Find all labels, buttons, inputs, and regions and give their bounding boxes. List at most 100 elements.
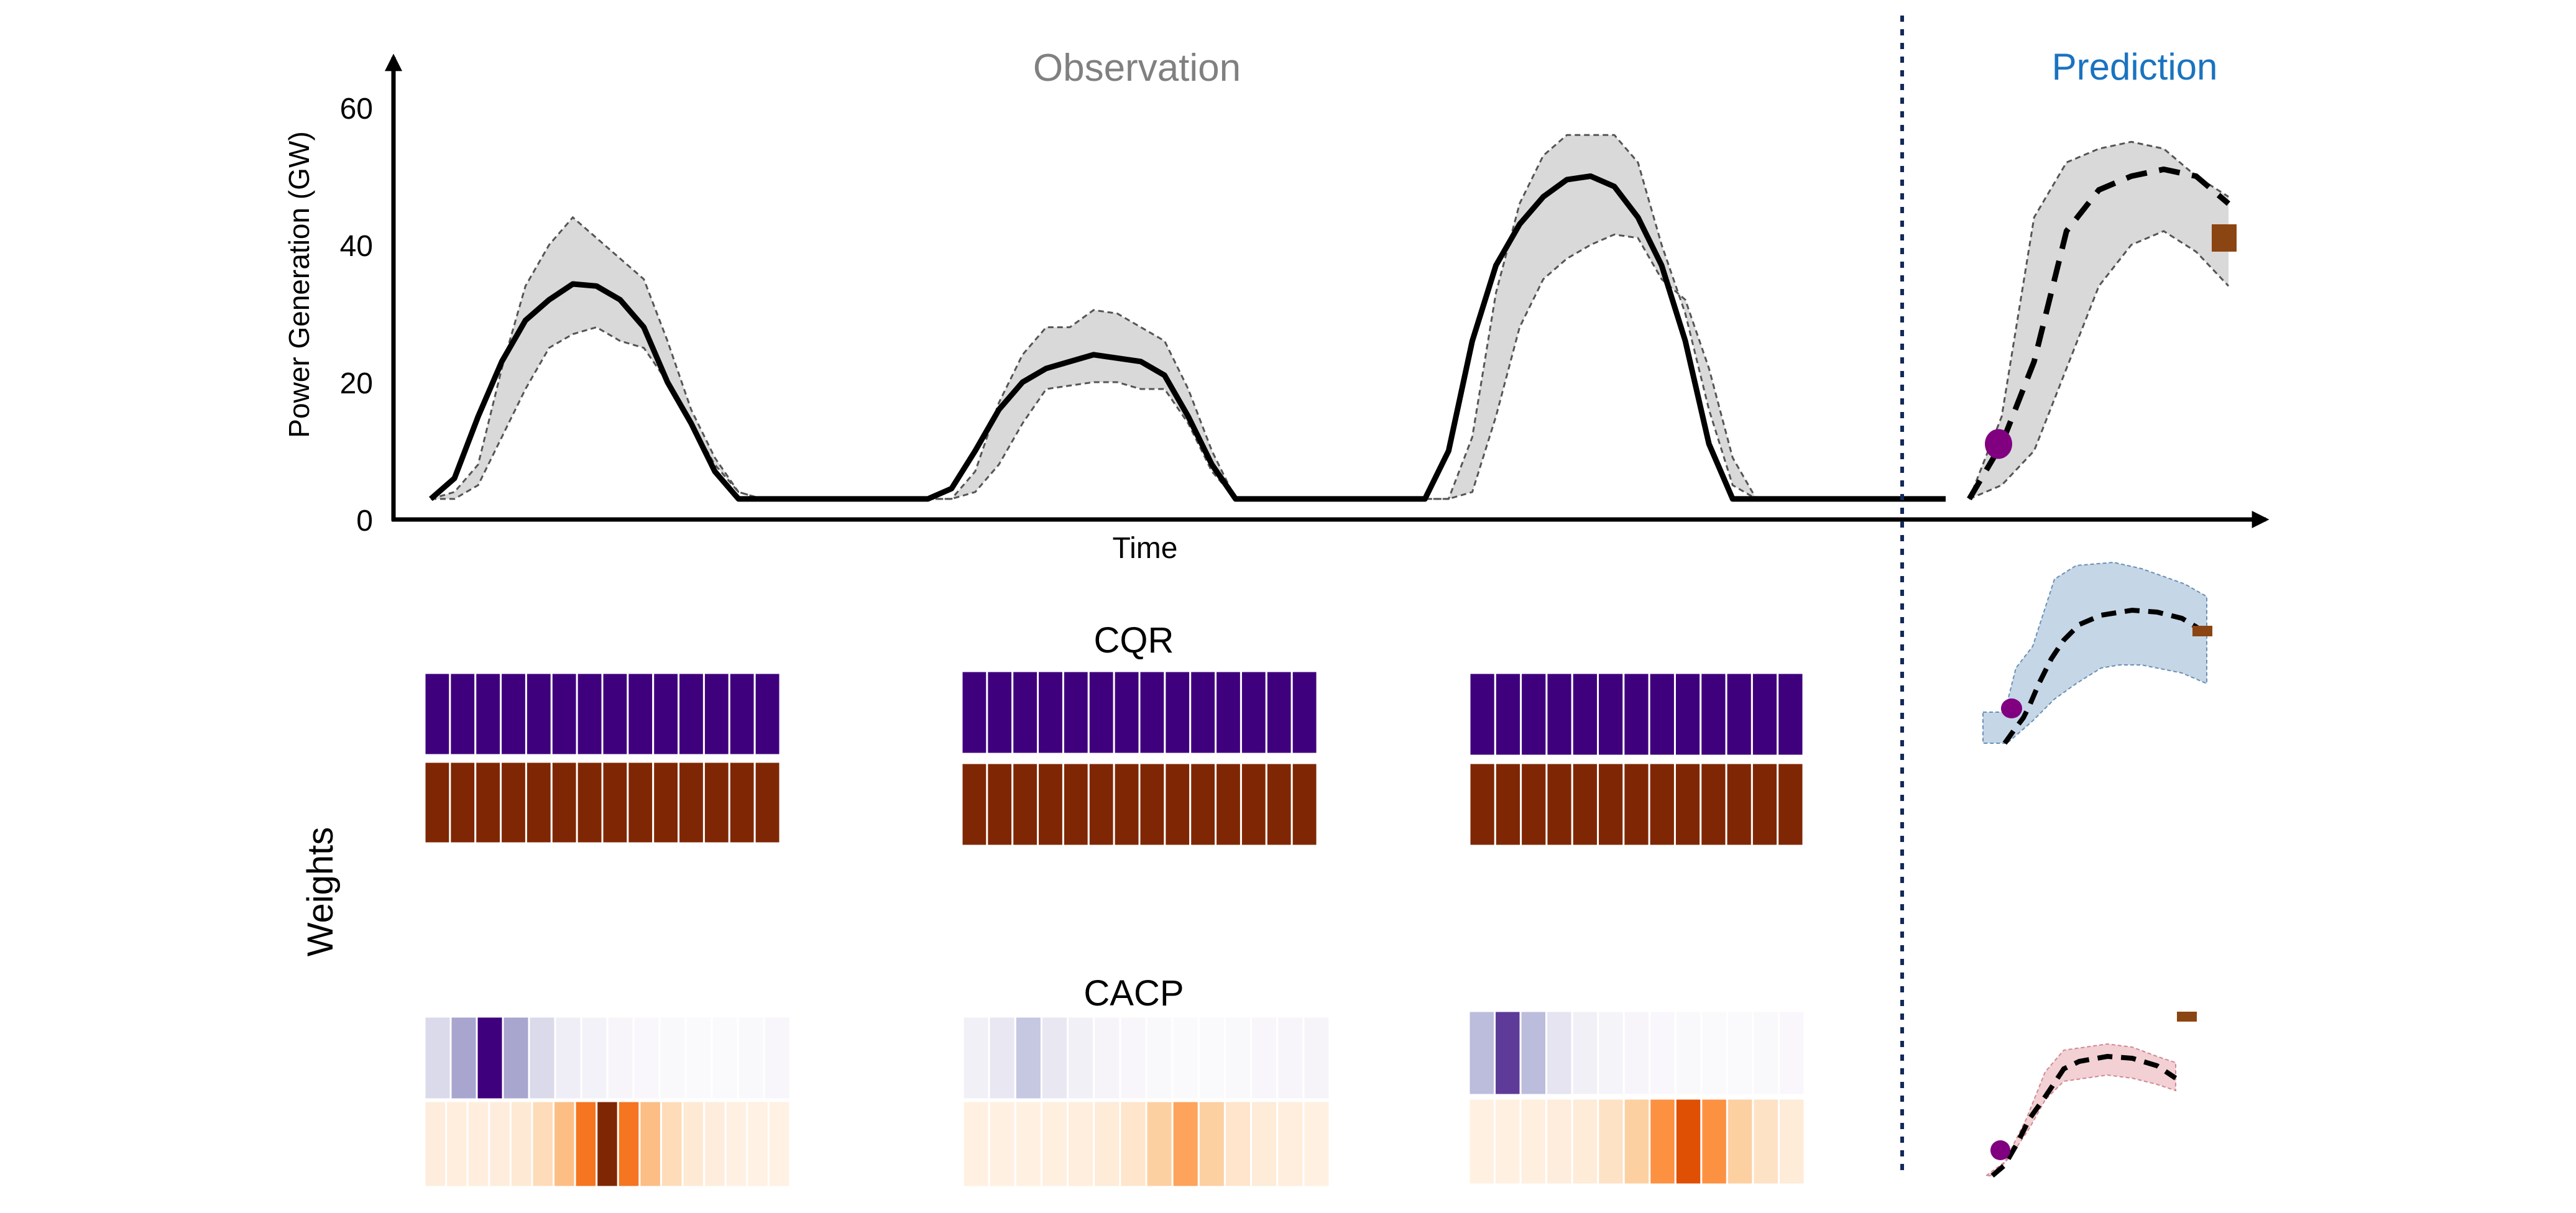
cqr-purple-cell — [550, 672, 578, 756]
cacp-inset-start-marker — [1990, 1140, 2010, 1160]
cqr-purple-cell — [1597, 672, 1625, 757]
cqr-orange-cell — [1777, 762, 1805, 847]
x-axis-label: Time — [1113, 532, 1178, 565]
cacp-orange-cell — [1302, 1100, 1331, 1188]
cqr-prediction-inset — [1982, 561, 2212, 745]
cqr-orange-cell — [1087, 762, 1115, 847]
cacp-purple-cell — [658, 1015, 687, 1101]
cqr-purple-cell — [423, 672, 451, 756]
cacp-orange-cell — [445, 1100, 469, 1188]
cacp-orange-cell — [1571, 1097, 1599, 1186]
cqr-inset-start-marker — [2001, 698, 2022, 718]
cqr-purple-cell — [1700, 672, 1727, 757]
cqr-purple-cell — [1138, 670, 1166, 755]
cqr-purple-cell — [576, 672, 604, 756]
cacp-purple-cell — [1622, 1010, 1651, 1096]
cacp-purple-cell — [1519, 1010, 1548, 1096]
cacp-purple-cell — [1649, 1010, 1677, 1096]
cqr-orange-cell — [1290, 762, 1318, 847]
cqr-orange-cell — [1138, 762, 1166, 847]
cacp-orange-cell — [1040, 1100, 1069, 1188]
cacp-orange-cell — [617, 1100, 641, 1188]
cqr-panel — [1468, 672, 1805, 847]
cacp-orange-cell — [596, 1100, 619, 1188]
cqr-weight-panels — [423, 670, 1805, 847]
cacp-purple-cell — [1145, 1015, 1174, 1101]
cacp-orange-cell — [1223, 1100, 1253, 1188]
cacp-purple-cell — [1468, 1010, 1496, 1096]
cqr-purple-cell — [1265, 670, 1293, 755]
cacp-orange-cell — [1494, 1097, 1522, 1186]
cqr-orange-cell — [1673, 762, 1702, 847]
cqr-purple-cell — [678, 672, 705, 756]
cacp-purple-cell — [554, 1015, 582, 1101]
cqr-purple-cell — [1750, 672, 1779, 757]
cqr-orange-cell — [1571, 762, 1599, 847]
cacp-orange-cell — [1519, 1097, 1548, 1186]
cacp-orange-cell — [1468, 1097, 1496, 1186]
cacp-prediction-inset — [1984, 1012, 2197, 1178]
cqr-panel — [960, 670, 1318, 847]
cacp-orange-cell — [1145, 1100, 1174, 1188]
prediction-mean-line — [1967, 166, 2230, 501]
cacp-inset-end-marker-anchor — [2177, 1012, 2197, 1022]
cqr-purple-cell — [652, 672, 680, 756]
cacp-panel — [1468, 1010, 1806, 1186]
prediction-lower-bound — [1969, 230, 2230, 500]
cacp-orange-cell — [574, 1100, 598, 1188]
observation-mean-line — [429, 173, 1946, 502]
cqr-purple-cell — [960, 670, 988, 755]
cqr-orange-cell — [702, 761, 730, 845]
cqr-purple-cell — [1087, 670, 1115, 755]
cqr-purple-cell — [1673, 672, 1702, 757]
cacp-purple-cell — [962, 1015, 990, 1101]
cacp-purple-cell — [1700, 1010, 1728, 1096]
cqr-orange-cell — [1113, 762, 1141, 847]
cqr-purple-cell — [474, 672, 502, 756]
cqr-orange-cell — [474, 761, 502, 845]
cqr-purple-cell — [601, 672, 629, 756]
y-tick-label: 60 — [340, 93, 373, 126]
cacp-purple-cell — [476, 1015, 504, 1101]
cacp-orange-cell — [988, 1100, 1016, 1188]
cqr-purple-cell — [1520, 672, 1548, 757]
cqr-orange-cell — [1622, 762, 1650, 847]
cacp-purple-cell — [1171, 1015, 1200, 1101]
cqr-orange-cell — [1750, 762, 1779, 847]
cacp-orange-cell — [423, 1100, 448, 1188]
y-tick-labels: 0 20 40 60 — [340, 93, 373, 538]
cacp-inset-band — [1984, 1043, 2176, 1176]
cacp-purple-cell — [1276, 1015, 1305, 1101]
cacp-orange-cell — [553, 1100, 576, 1188]
cacp-purple-cell — [1093, 1015, 1121, 1101]
cacp-purple-cell — [737, 1015, 765, 1101]
cqr-orange-cell — [1725, 762, 1753, 847]
cqr-purple-cell — [1164, 670, 1192, 755]
cacp-orange-cell — [531, 1100, 555, 1188]
cacp-orange-cell — [724, 1100, 748, 1188]
cqr-purple-cell — [1215, 670, 1242, 755]
cacp-purple-cell — [1545, 1010, 1573, 1096]
cqr-purple-cell — [1011, 670, 1039, 755]
cacp-purple-cell — [1674, 1010, 1703, 1096]
cqr-purple-cell — [627, 672, 655, 756]
cacp-purple-cell — [1726, 1010, 1754, 1096]
cqr-purple-cell — [1545, 672, 1573, 757]
cacp-orange-cell — [1597, 1097, 1625, 1186]
cqr-purple-cell — [1468, 672, 1496, 757]
cacp-purple-cell — [1223, 1015, 1253, 1101]
cqr-purple-cell — [449, 672, 477, 756]
cqr-purple-cell — [1290, 670, 1318, 755]
cacp-purple-cell — [1777, 1010, 1806, 1096]
cacp-orange-cell — [638, 1100, 662, 1188]
cqr-orange-cell — [1215, 762, 1242, 847]
cacp-inset-mean-line — [1990, 1053, 2178, 1178]
cqr-orange-cell — [1468, 762, 1496, 847]
cacp-panel — [962, 1015, 1331, 1188]
cacp-purple-cell — [1040, 1015, 1069, 1101]
cqr-orange-cell — [449, 761, 477, 845]
cqr-orange-cell — [627, 761, 655, 845]
cacp-orange-cell — [1171, 1100, 1200, 1188]
cqr-inset-end-marker — [2192, 626, 2212, 636]
